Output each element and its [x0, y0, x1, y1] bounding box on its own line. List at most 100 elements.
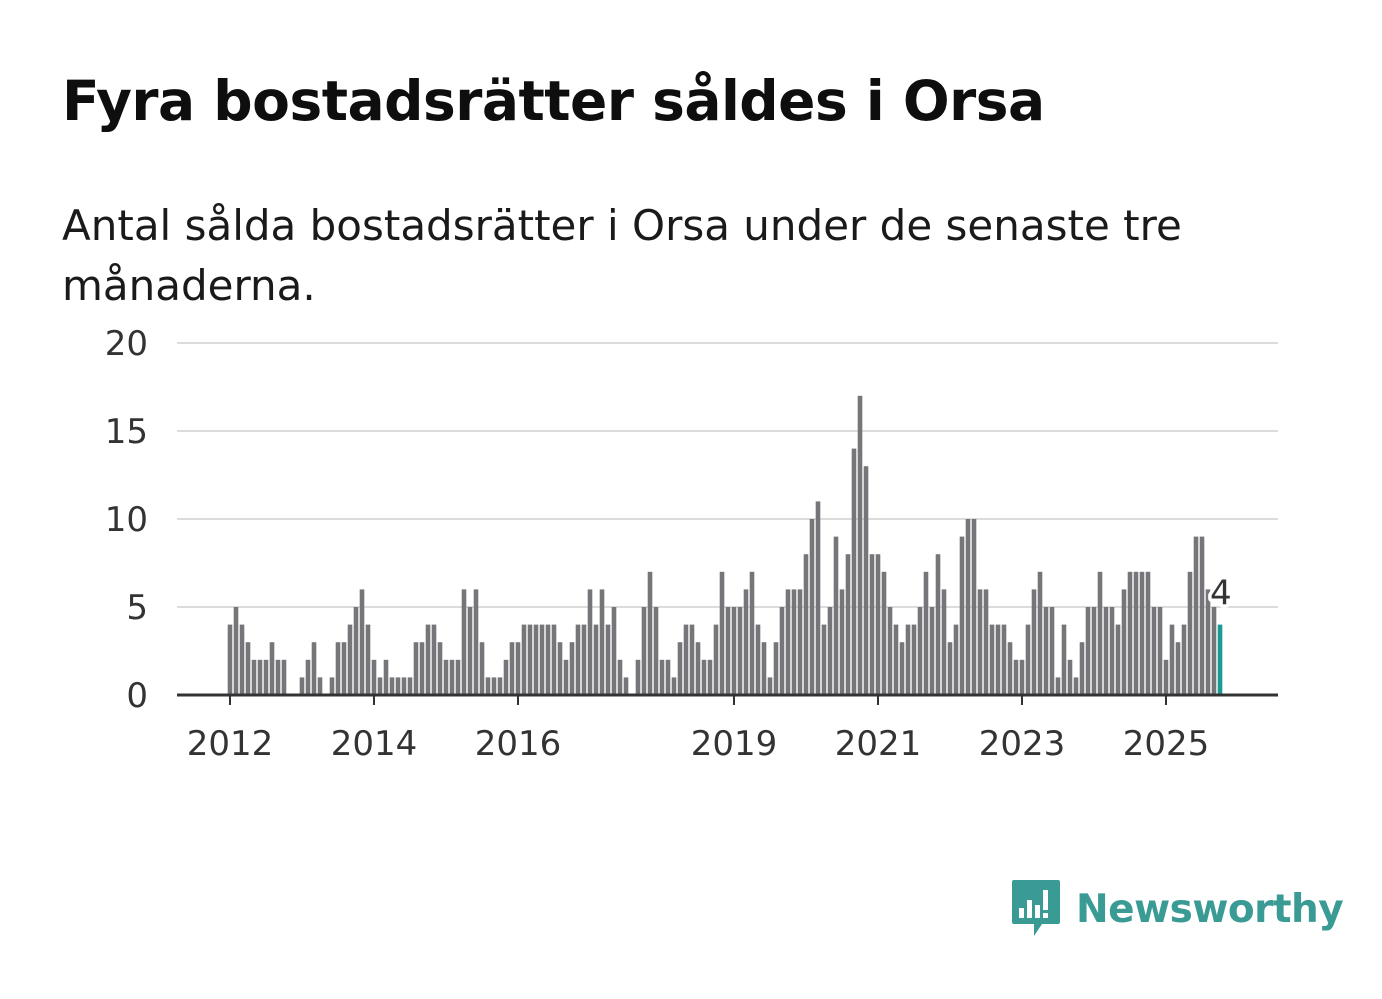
bar: [401, 677, 407, 695]
bar: [1139, 571, 1145, 695]
bar: [1049, 607, 1055, 695]
bar: [497, 677, 503, 695]
bar: [269, 642, 275, 695]
bar: [425, 624, 431, 695]
bar: [935, 554, 941, 695]
bar: [1019, 659, 1025, 695]
bar: [617, 659, 623, 695]
bar: [677, 642, 683, 695]
x-tick-label: 2016: [475, 724, 562, 764]
bar: [809, 519, 815, 695]
bar: [1193, 536, 1199, 695]
bar: [371, 659, 377, 695]
bar: [671, 677, 677, 695]
bar: [773, 642, 779, 695]
bar: [929, 607, 935, 695]
y-tick-label: 20: [105, 324, 148, 364]
bar: [731, 607, 737, 695]
highlight-label-halo: 4: [1210, 574, 1232, 614]
bar: [749, 571, 755, 695]
bar: [587, 589, 593, 695]
bar: [779, 607, 785, 695]
bar: [827, 607, 833, 695]
bar: [1133, 571, 1139, 695]
bar: [575, 624, 581, 695]
bar: [791, 589, 797, 695]
bar: [857, 395, 863, 695]
bar: [1145, 571, 1151, 695]
bar: [1091, 607, 1097, 695]
bar: [833, 536, 839, 695]
bar: [875, 554, 881, 695]
bar: [1163, 659, 1169, 695]
bar: [581, 624, 587, 695]
bar: [605, 624, 611, 695]
bar: [545, 624, 551, 695]
x-tick-label: 2019: [691, 724, 778, 764]
bar: [1097, 571, 1103, 695]
bar: [923, 571, 929, 695]
bar: [1043, 607, 1049, 695]
bar: [701, 659, 707, 695]
bar: [635, 659, 641, 695]
bar: [377, 677, 383, 695]
bar: [851, 448, 857, 695]
bar: [1067, 659, 1073, 695]
bar: [251, 659, 257, 695]
bar: [1205, 589, 1211, 695]
bar: [911, 624, 917, 695]
x-tick-label: 2014: [331, 724, 418, 764]
bar: [479, 642, 485, 695]
bar: [869, 554, 875, 695]
bar: [863, 466, 869, 695]
bar: [509, 642, 515, 695]
y-tick-label: 0: [126, 676, 148, 716]
bar: [797, 589, 803, 695]
bar: [1001, 624, 1007, 695]
bar: [989, 624, 995, 695]
chart-title: Fyra bostadsrätter såldes i Orsa: [62, 69, 1045, 133]
bar: [473, 589, 479, 695]
bar: [437, 642, 443, 695]
bar: [1031, 589, 1037, 695]
bar: [395, 677, 401, 695]
bar: [1121, 589, 1127, 695]
bar: [653, 607, 659, 695]
bar: [299, 677, 305, 695]
bar: [839, 589, 845, 695]
bar: [965, 519, 971, 695]
bar: [593, 624, 599, 695]
x-tick-label: 2021: [835, 724, 922, 764]
newsworthy-logo-icon: [1012, 880, 1060, 936]
bar: [893, 624, 899, 695]
bar: [275, 659, 281, 695]
bar: [1127, 571, 1133, 695]
bar: [281, 659, 287, 695]
bar: [347, 624, 353, 695]
gridlines: [177, 342, 1278, 608]
bar: [551, 624, 557, 695]
bar: [1007, 642, 1013, 695]
bar: [665, 659, 671, 695]
bar: [263, 659, 269, 695]
bar: [449, 659, 455, 695]
newsworthy-logo: Newsworthy: [1010, 878, 1344, 940]
bar: [713, 624, 719, 695]
bar: [1085, 607, 1091, 695]
bar: [821, 624, 827, 695]
bar: [431, 624, 437, 695]
bar: [353, 607, 359, 695]
bar: [971, 519, 977, 695]
bar: [941, 589, 947, 695]
y-tick-label: 10: [105, 500, 148, 540]
bar: [1055, 677, 1061, 695]
bar: [365, 624, 371, 695]
bar: [707, 659, 713, 695]
bar: [1187, 571, 1193, 695]
bar: [641, 607, 647, 695]
bar: [539, 624, 545, 695]
bar: [1025, 624, 1031, 695]
bar: [887, 607, 893, 695]
bar: [1181, 624, 1187, 695]
